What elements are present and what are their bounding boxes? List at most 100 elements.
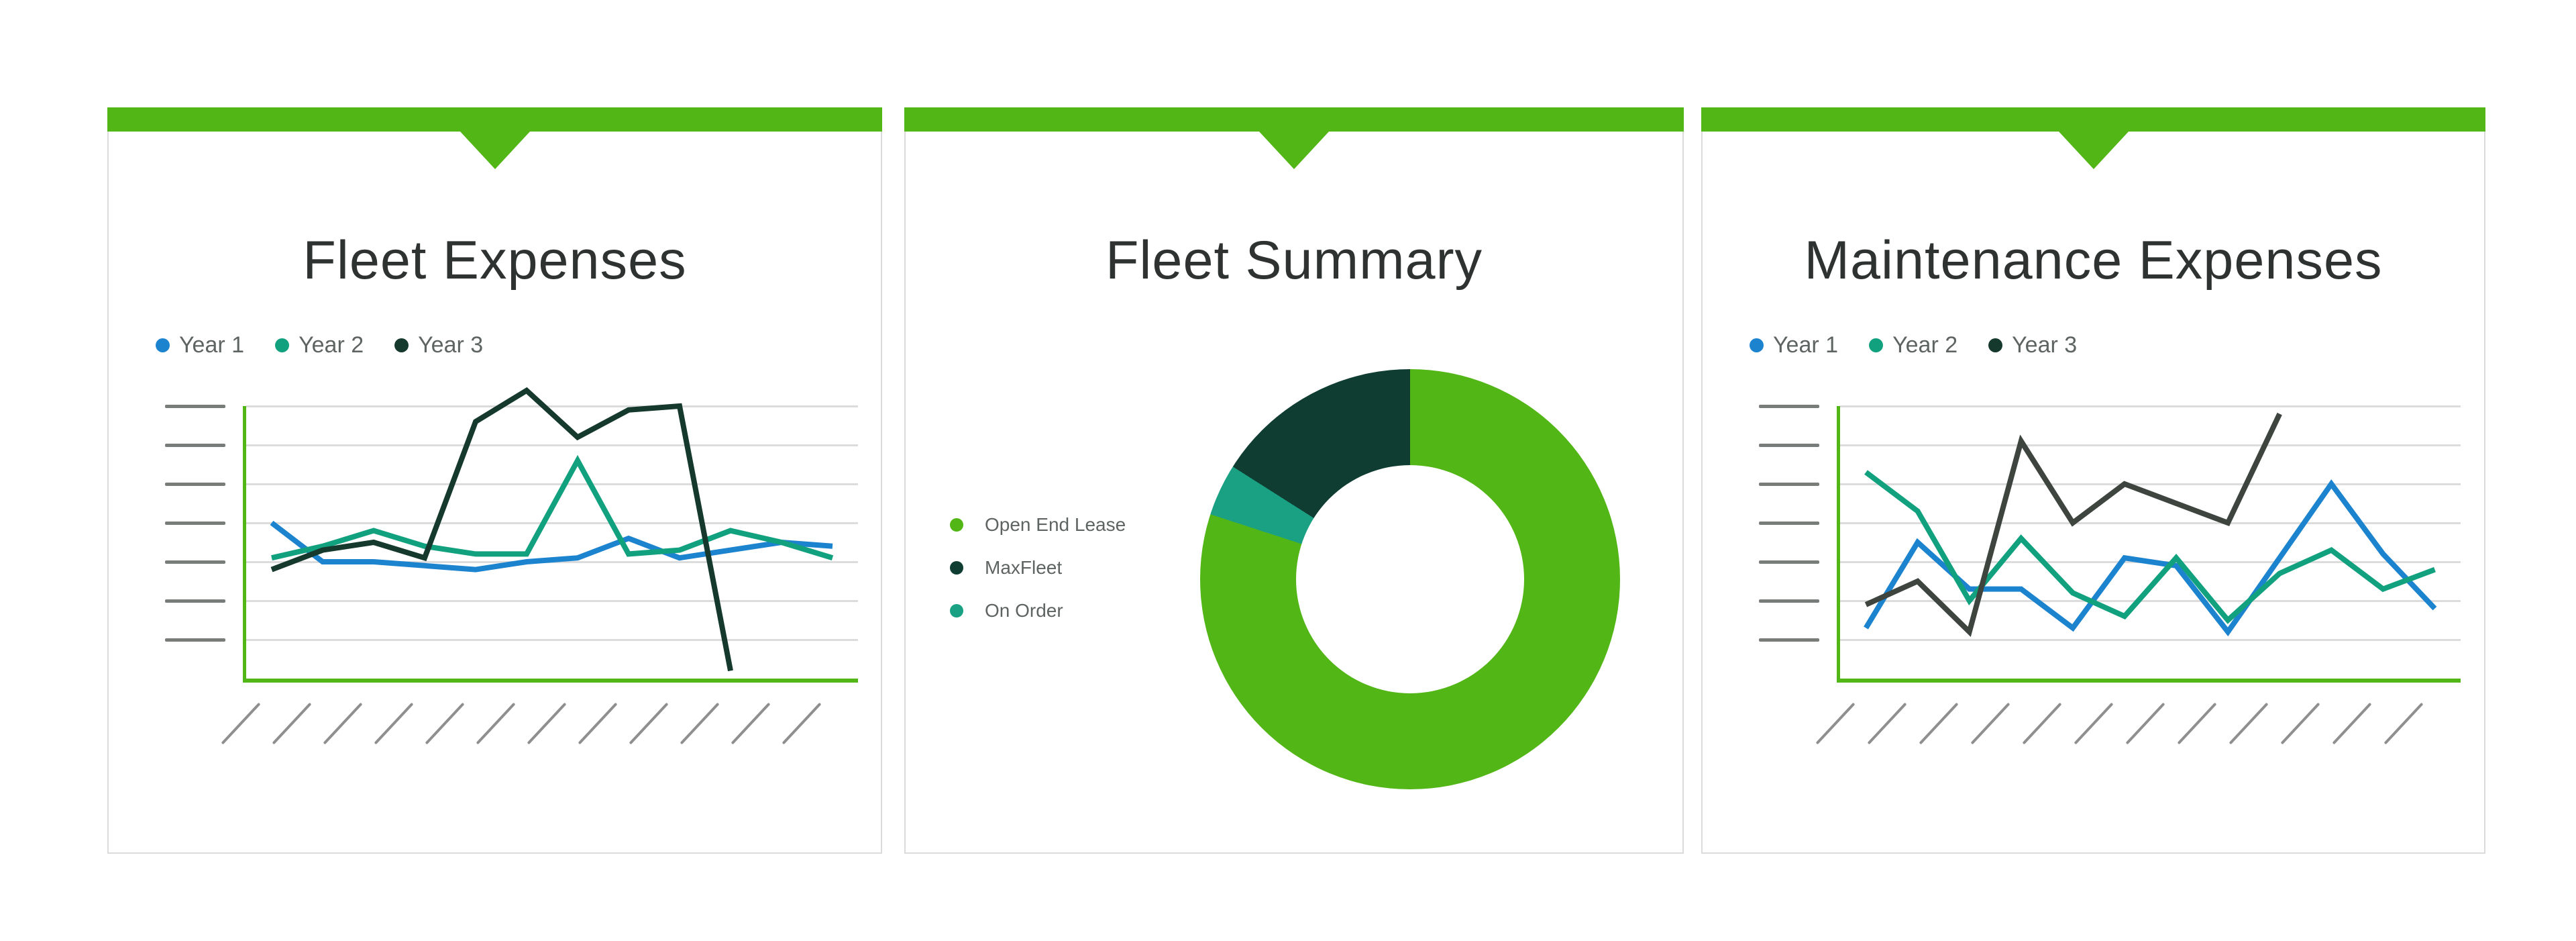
legend: Year 1 Year 2 Year 3 [156,332,514,358]
legend-item-on-order[interactable]: On Order [950,589,1126,632]
x-axis-hatch-mark [323,702,363,745]
legend: Open End Lease MaxFleet On Order [950,503,1126,632]
x-axis-hatch-mark [2229,702,2269,745]
x-axis-hatch-mark [2125,702,2165,745]
legend-label: MaxFleet [985,557,1063,578]
series-year-1 [1864,479,2437,637]
gridline [246,405,858,407]
series-year-3 [270,387,733,672]
gridline [246,444,858,446]
x-axis-hatch-mark [1970,702,2010,745]
series-year-1 [270,520,833,573]
donut-hole [1296,465,1524,693]
y-axis-tick [165,599,225,603]
plot-area [1837,405,2461,683]
gridline [246,600,858,602]
legend-label: Year 1 [179,332,245,358]
line-series [1864,412,2437,638]
legend-dot-icon [156,338,170,352]
x-axis-hatch-mark [476,702,516,745]
card-header-bar [1701,107,2485,169]
card-header-notch-icon [1259,132,1329,169]
legend-label: Year 1 [1773,332,1839,358]
legend-item-year-1[interactable]: Year 1 [156,332,244,358]
page-title: Fleet Expenses [303,230,687,291]
card-header-notch-icon [460,132,530,169]
y-axis-tick [1759,560,1819,564]
y-axis-tick [165,483,225,486]
x-axis-hatch-mark [374,702,414,745]
gridline [1840,483,2461,485]
y-axis-tick [165,638,225,642]
x-axis-hatch-mark [1919,702,1959,745]
card-fleet-summary: Fleet Summary Open End Lease MaxFleet On… [904,107,1684,854]
card-header-notch-icon [2058,132,2129,169]
legend-dot-icon [950,604,963,617]
fleet-summary-donut-chart [1200,369,1620,789]
legend-item-maxfleet[interactable]: MaxFleet [950,546,1126,589]
series-year-3 [1864,412,2282,638]
x-axis-hatch-mark [680,702,720,745]
x-axis-hatch-mark [527,702,567,745]
gridline [1840,600,2461,602]
legend-item-year-2[interactable]: Year 2 [1869,332,1957,358]
legend-dot-icon [275,338,290,352]
x-axis-hatch-mark [2280,702,2320,745]
x-axis-hatch-mark [1867,702,1907,745]
y-axis-tick [1759,638,1819,642]
series-year-2 [271,454,834,561]
legend-label: On Order [985,600,1063,621]
gridline [1840,522,2461,524]
page-title: Fleet Summary [1105,230,1483,291]
y-axis-tick [165,560,225,564]
x-axis-hatch-mark [2074,702,2114,745]
gridline [246,639,858,641]
legend-item-year-3[interactable]: Year 3 [394,332,483,358]
gridline [1840,444,2461,446]
card-maintenance-expenses: Maintenance Expenses Year 1 Year 2 Year … [1701,107,2485,854]
legend-dot-icon [1750,338,1764,352]
x-axis-hatch-mark [578,702,618,745]
x-axis-hatch-mark [2384,702,2424,745]
legend-label: Year 2 [1892,332,1958,358]
y-axis-tick [1759,599,1819,603]
x-axis-hatch-mark [2177,702,2217,745]
series-year-2 [1864,470,2436,624]
x-axis-hatch-mark [221,702,261,745]
y-axis-tick [165,522,225,525]
y-axis-tick [165,444,225,447]
y-axis-tick [1759,405,1819,408]
legend-label: Open End Lease [985,514,1126,535]
card-header-bar [904,107,1684,169]
x-axis-hatch-mark [1815,702,1855,745]
page-title: Maintenance Expenses [1804,230,2383,291]
x-axis-hatch-mark [782,702,822,745]
y-axis-tick [165,405,225,408]
x-axis-hatch-mark [272,702,312,745]
card-fleet-expenses: Fleet Expenses Year 1 Year 2 Year 3 [107,107,882,854]
legend-item-year-2[interactable]: Year 2 [275,332,364,358]
gridline [1840,639,2461,641]
legend-item-open-end-lease[interactable]: Open End Lease [950,503,1126,546]
gridline [1840,405,2461,407]
legend-dot-icon [1988,338,2003,352]
legend-item-year-3[interactable]: Year 3 [1988,332,2077,358]
y-axis-tick [1759,483,1819,486]
x-axis-hatch-mark [425,702,465,745]
legend-dot-icon [950,518,963,532]
card-header-bar [107,107,882,169]
legend-label: Year 3 [418,332,484,358]
line-series [270,387,834,672]
legend-label: Year 2 [299,332,364,358]
plot-area [243,387,858,683]
x-axis-hatch-mark [2332,702,2372,745]
legend-dot-icon [950,561,963,575]
legend-dot-icon [1869,338,1884,352]
x-axis-hatch-mark [731,702,771,745]
legend-item-year-1[interactable]: Year 1 [1750,332,1838,358]
x-axis-hatch-mark [2022,702,2062,745]
legend: Year 1 Year 2 Year 3 [1750,332,2108,358]
gridline [246,483,858,485]
y-axis-tick [1759,444,1819,447]
y-axis-tick [1759,522,1819,525]
